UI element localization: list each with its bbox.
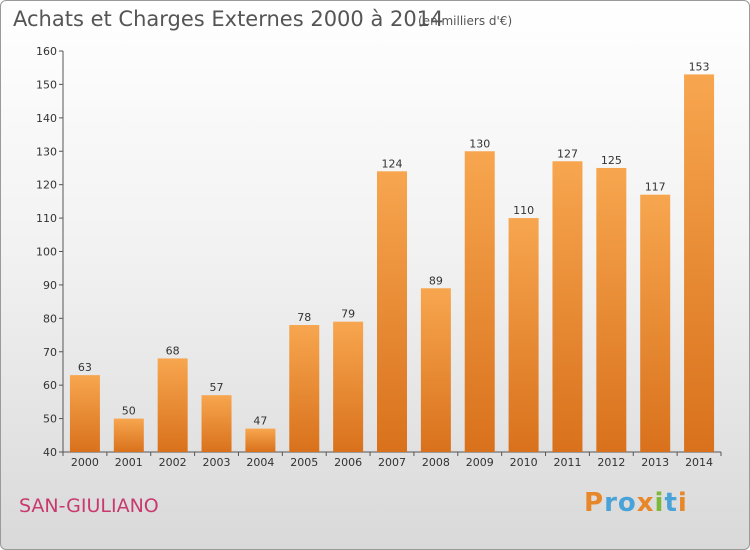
bar-value-label: 110 <box>513 204 534 217</box>
brand-logo-text: Proxiti <box>584 488 688 518</box>
bar-2009 <box>464 151 495 452</box>
x-tick-label: 2010 <box>510 456 538 469</box>
bar-2000 <box>69 375 100 452</box>
bar-2011 <box>552 161 583 452</box>
x-tick-label: 2014 <box>685 456 713 469</box>
bar-2001 <box>113 418 144 452</box>
bar-2012 <box>596 167 627 453</box>
bar-2006 <box>333 321 364 452</box>
bar-2010 <box>508 218 539 452</box>
x-tick-label: 2002 <box>159 456 187 469</box>
y-tick-label: 130 <box>36 145 57 158</box>
x-tick-label: 2004 <box>246 456 274 469</box>
chart-title: Achats et Charges Externes 2000 à 2014 <box>13 7 444 31</box>
brand-letter: o <box>617 488 637 518</box>
y-tick-label: 50 <box>43 413 57 426</box>
x-tick-label: 2008 <box>422 456 450 469</box>
y-tick-label: 150 <box>36 78 57 91</box>
x-tick-label: 2013 <box>641 456 669 469</box>
x-tick-label: 2009 <box>466 456 494 469</box>
bar-2007 <box>377 171 407 453</box>
x-tick-label: 2000 <box>71 456 99 469</box>
bar-value-label: 124 <box>382 157 403 170</box>
brand-letter: x <box>636 488 655 518</box>
bar-value-label: 57 <box>210 381 224 394</box>
x-tick-label: 2011 <box>553 456 581 469</box>
location-label: SAN-GIULIANO <box>19 495 159 517</box>
x-tick-label: 2005 <box>290 456 318 469</box>
bar-value-label: 47 <box>253 415 267 428</box>
y-tick-label: 140 <box>36 112 57 125</box>
brand-letter: P <box>584 488 605 518</box>
x-tick-label: 2012 <box>597 456 625 469</box>
y-tick-label: 90 <box>43 279 57 292</box>
y-tick-label: 80 <box>43 312 57 325</box>
y-tick-label: 100 <box>36 246 57 259</box>
bar-value-label: 79 <box>341 308 355 321</box>
y-tick-label: 110 <box>36 212 57 225</box>
bar-2004 <box>245 428 276 452</box>
bar-value-label: 130 <box>469 137 490 150</box>
x-tick-label: 2003 <box>203 456 231 469</box>
bar-value-label: 125 <box>601 154 622 167</box>
brand-letter: t <box>664 488 678 518</box>
bar-value-label: 153 <box>689 60 710 73</box>
x-tick-label: 2007 <box>378 456 406 469</box>
bar-value-label: 127 <box>557 147 578 160</box>
y-tick-label: 70 <box>43 346 57 359</box>
chart-subtitle: (en milliers d'€) <box>418 14 513 28</box>
bar-2005 <box>289 325 320 452</box>
chart-bars: 63 50 68 57 47 78 79 124 89 130 110 127 125 117 153 <box>69 60 715 453</box>
y-tick-label: 60 <box>43 379 57 392</box>
brand-letter: i <box>677 488 688 518</box>
bar-value-label: 89 <box>429 274 443 287</box>
brand-letter: r <box>604 488 618 518</box>
brand-letter: i <box>654 488 665 518</box>
y-tick-label: 120 <box>36 179 57 192</box>
bar-2013 <box>640 194 671 453</box>
bar-value-label: 63 <box>78 361 92 374</box>
bar-2008 <box>420 288 451 452</box>
bar-value-label: 68 <box>166 344 180 357</box>
bar-2002 <box>157 358 188 452</box>
x-tick-label: 2001 <box>115 456 143 469</box>
bar-value-label: 117 <box>645 181 666 194</box>
x-tick-label: 2006 <box>334 456 362 469</box>
y-tick-label: 160 <box>36 45 57 58</box>
bar-2003 <box>201 395 232 452</box>
bar-value-label: 50 <box>122 405 136 418</box>
chart-axes: 40 50 60 70 80 90 100 110 120 130 140 150 160 2000 200… <box>36 45 722 469</box>
bar-value-label: 78 <box>297 311 311 324</box>
brand-logo: Proxiti <box>584 488 688 518</box>
y-tick-label: 40 <box>43 446 57 459</box>
bar-2014 <box>684 74 715 453</box>
